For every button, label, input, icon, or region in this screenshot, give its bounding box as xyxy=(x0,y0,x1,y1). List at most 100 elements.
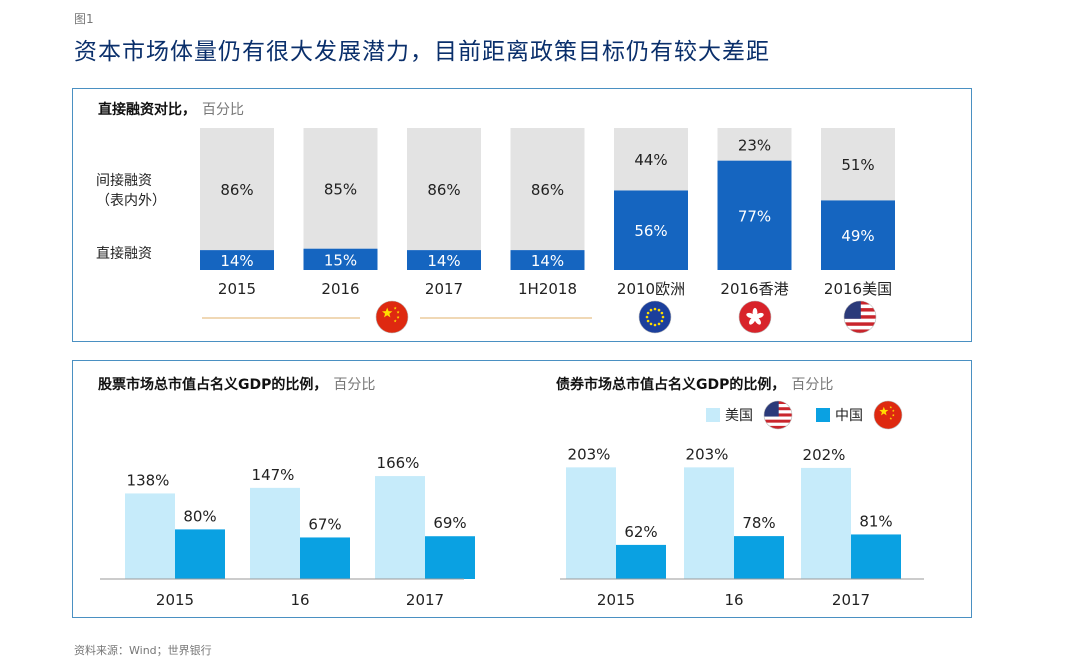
direct-bar-5 xyxy=(717,160,792,270)
chart2-cn-label-2: 69% xyxy=(433,514,466,532)
chart1-title: 直接融资对比， 百分比 xyxy=(98,99,244,119)
row-label-indirect: 间接融资 xyxy=(96,172,152,189)
direct-bar-0 xyxy=(200,250,274,270)
legend-us-flag-icon-ring xyxy=(763,400,793,430)
eu-flag-star-4 xyxy=(649,322,653,326)
legend-us-flag-icon-stripe-8 xyxy=(764,425,792,429)
eu-flag-star-1 xyxy=(660,319,664,323)
china-flag-icon-star-4 xyxy=(393,319,397,323)
legend-us-flag-icon-stripe-5 xyxy=(764,416,792,420)
legend-us-flag-icon xyxy=(763,400,793,430)
indirect-bar-2 xyxy=(407,128,481,251)
chart3-cn-bar-0 xyxy=(616,544,666,579)
legend-cn-flag-icon-star-3 xyxy=(891,413,895,417)
china-flag-icon xyxy=(375,300,409,334)
chart3-us-label-0: 203% xyxy=(568,445,611,463)
direct-bar-2 xyxy=(407,250,481,270)
indirect-label-4: 44% xyxy=(634,151,667,169)
indirect-bar-6 xyxy=(821,128,895,201)
us-flag-icon-ring xyxy=(843,300,877,334)
indirect-label-5: 23% xyxy=(738,136,771,154)
row-label-direct: 直接融资 xyxy=(96,245,152,262)
china-flag-icon-star-1 xyxy=(393,306,397,310)
indirect-label-3: 86% xyxy=(531,181,564,199)
indirect-label-0: 86% xyxy=(220,181,253,199)
figure-label: 图1 xyxy=(74,12,94,26)
chart3-us-label-2: 202% xyxy=(803,446,846,464)
eu-flag-star-8 xyxy=(649,308,653,312)
legend-cn-flag-icon xyxy=(873,400,903,430)
hongkong-flag-icon-inner xyxy=(739,301,771,333)
chart1-title-text: 直接融资对比， xyxy=(98,102,196,118)
legend-cn-label: 中国 xyxy=(835,408,863,424)
category-label-4: 2010欧洲 xyxy=(617,280,685,298)
financing-panel xyxy=(72,88,972,342)
main-title: 资本市场体量仍有很大发展潜力，目前距离政策目标仍有较大差距 xyxy=(74,39,770,65)
hongkong-flag-icon-ring xyxy=(738,300,772,334)
legend-cn-flag-icon-ring xyxy=(873,400,903,430)
eu-flag-star-7 xyxy=(646,311,650,315)
legend-us-label: 美国 xyxy=(725,408,753,424)
eu-flag-star-5 xyxy=(646,319,650,323)
legend-cn-flag-icon-big-star xyxy=(879,406,889,416)
chart2-title: 股票市场总市值占名义GDP的比例， 百分比 xyxy=(98,374,375,394)
china-flag-icon-star-2 xyxy=(396,310,400,314)
direct-label-0: 14% xyxy=(220,252,253,270)
hk-flag-petal-2 xyxy=(754,316,761,325)
eu-flag-star-2 xyxy=(657,322,661,326)
legend-us-flag-icon-canton xyxy=(764,401,779,417)
hk-flag-petal-3 xyxy=(749,316,756,325)
eu-flag-icon-inner xyxy=(639,301,671,333)
chart3-us-bar-1 xyxy=(684,467,734,579)
legend-cn-flag-icon-star-4 xyxy=(889,417,893,420)
chart3-category-2: 2017 xyxy=(832,591,870,609)
china-flag-icon-star-3 xyxy=(396,315,400,319)
indirect-label-1: 85% xyxy=(324,180,357,198)
chart2-us-label-0: 138% xyxy=(127,471,170,489)
chart2-us-bar-1 xyxy=(250,487,300,579)
chart2-category-1: 16 xyxy=(290,591,309,609)
eu-flag-star-6 xyxy=(645,315,649,319)
legend-cn-flag-icon-star-1 xyxy=(889,405,893,409)
china-flag-icon-big-star xyxy=(382,307,393,318)
indirect-bar-0 xyxy=(200,128,274,251)
direct-bar-6 xyxy=(821,200,895,270)
china-flag-icon-ring xyxy=(375,300,409,334)
chart2-cn-bar-1 xyxy=(300,537,350,579)
indirect-bar-3 xyxy=(510,128,585,251)
us-flag-icon-stripe-5 xyxy=(844,318,876,323)
chart2-cn-label-0: 80% xyxy=(183,507,216,525)
chart2-us-bar-0 xyxy=(125,493,175,579)
direct-label-1: 15% xyxy=(324,251,357,269)
eu-flag-field xyxy=(639,301,671,333)
us-flag-icon-stripe-7 xyxy=(844,325,876,330)
indirect-label-2: 86% xyxy=(427,181,460,199)
legend-cn-flag-icon-field xyxy=(874,401,902,429)
chart3-us-bar-2 xyxy=(801,467,851,579)
chart2-cn-bar-0 xyxy=(175,529,225,579)
us-flag-icon-stripe-8 xyxy=(844,329,876,333)
chart2-cn-label-1: 67% xyxy=(308,515,341,533)
chart3-title: 债券市场总市值占名义GDP的比例， 百分比 xyxy=(556,374,833,394)
eu-flag-star-9 xyxy=(653,307,657,311)
chart3-us-label-1: 203% xyxy=(686,445,729,463)
chart3-title-text: 债券市场总市值占名义GDP的比例， xyxy=(556,377,786,393)
china-flag-icon-field xyxy=(376,301,408,333)
chart3-cn-label-1: 78% xyxy=(742,514,775,532)
direct-label-5: 77% xyxy=(738,207,771,225)
legend-cn-flag-icon-inner xyxy=(874,401,902,429)
legend-us-swatch xyxy=(706,408,720,422)
legend-cn-flag-icon-star-2 xyxy=(891,409,895,412)
category-label-5: 2016香港 xyxy=(720,280,788,298)
chart3-cn-bar-1 xyxy=(734,536,784,579)
category-label-1: 2016 xyxy=(321,280,359,298)
direct-label-6: 49% xyxy=(841,227,874,245)
legend-us-flag-icon-stripe-6 xyxy=(764,419,792,423)
direct-label-4: 56% xyxy=(634,222,667,240)
eu-flag-icon-ring xyxy=(638,300,672,334)
chart2-category-2: 2017 xyxy=(406,591,444,609)
market-cap-panel xyxy=(72,360,972,618)
china-flag-icon-inner xyxy=(376,301,408,333)
category-label-0: 2015 xyxy=(218,280,256,298)
